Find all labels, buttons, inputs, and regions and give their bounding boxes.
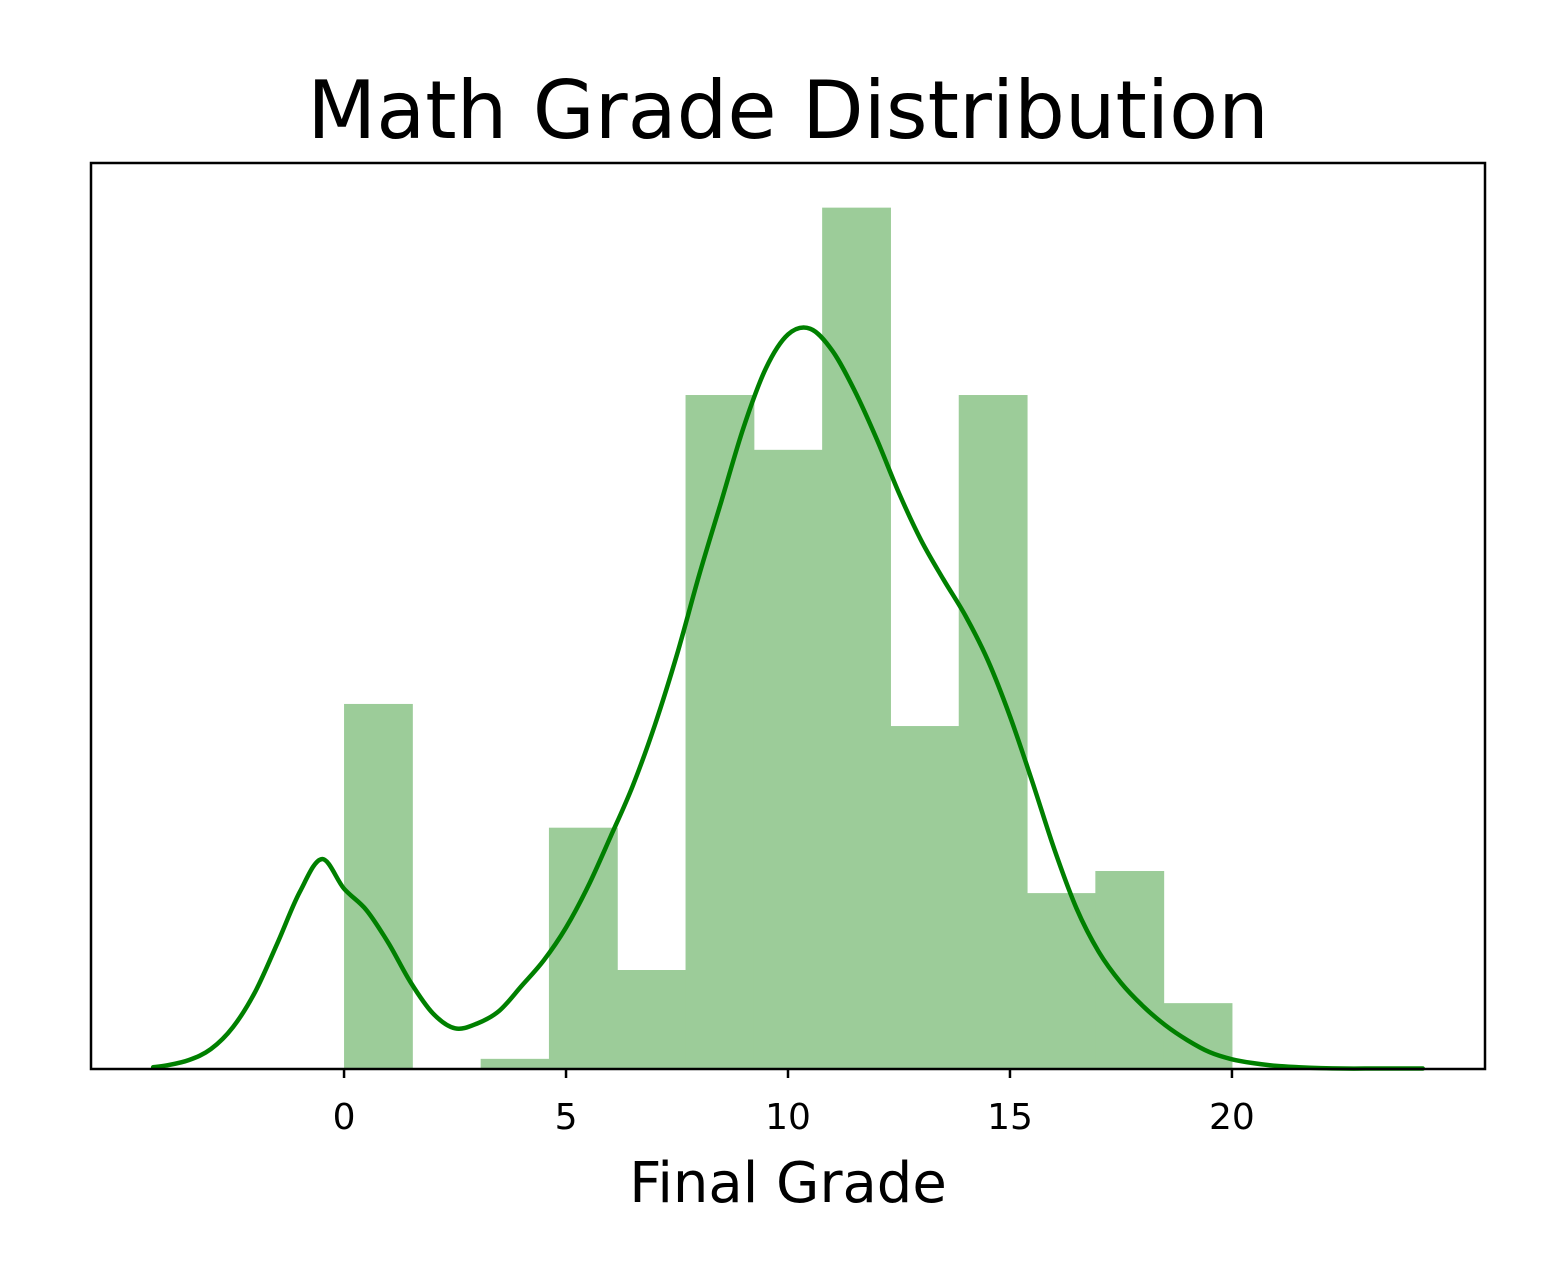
x-tick-label: 5 bbox=[555, 1097, 578, 1138]
chart-title: Math Grade Distribution bbox=[307, 64, 1269, 157]
histogram-bar bbox=[1027, 893, 1096, 1069]
histogram-bar bbox=[822, 207, 891, 1069]
kde-curve-group bbox=[150, 325, 1426, 1071]
histogram-bar bbox=[548, 827, 618, 1069]
histogram-bar bbox=[1095, 871, 1165, 1069]
histogram-bar bbox=[685, 395, 755, 1069]
x-tick-label: 20 bbox=[1209, 1097, 1255, 1138]
kde-line bbox=[150, 325, 1426, 1071]
x-tick-label: 0 bbox=[333, 1097, 356, 1138]
x-tick-label: 10 bbox=[765, 1097, 811, 1138]
histogram-bars bbox=[344, 207, 1233, 1070]
histogram-bar bbox=[1163, 1003, 1233, 1069]
x-axis-label: Final Grade bbox=[629, 1151, 947, 1216]
histogram-bar bbox=[480, 1058, 550, 1069]
x-tick-label: 15 bbox=[987, 1097, 1033, 1138]
histogram-bar bbox=[617, 970, 687, 1069]
histogram-bar bbox=[890, 726, 960, 1069]
histogram-bar bbox=[344, 703, 413, 1069]
histogram-bar bbox=[753, 449, 823, 1070]
x-axis-ticks: 0 5 10 15 20 bbox=[333, 1069, 1255, 1138]
